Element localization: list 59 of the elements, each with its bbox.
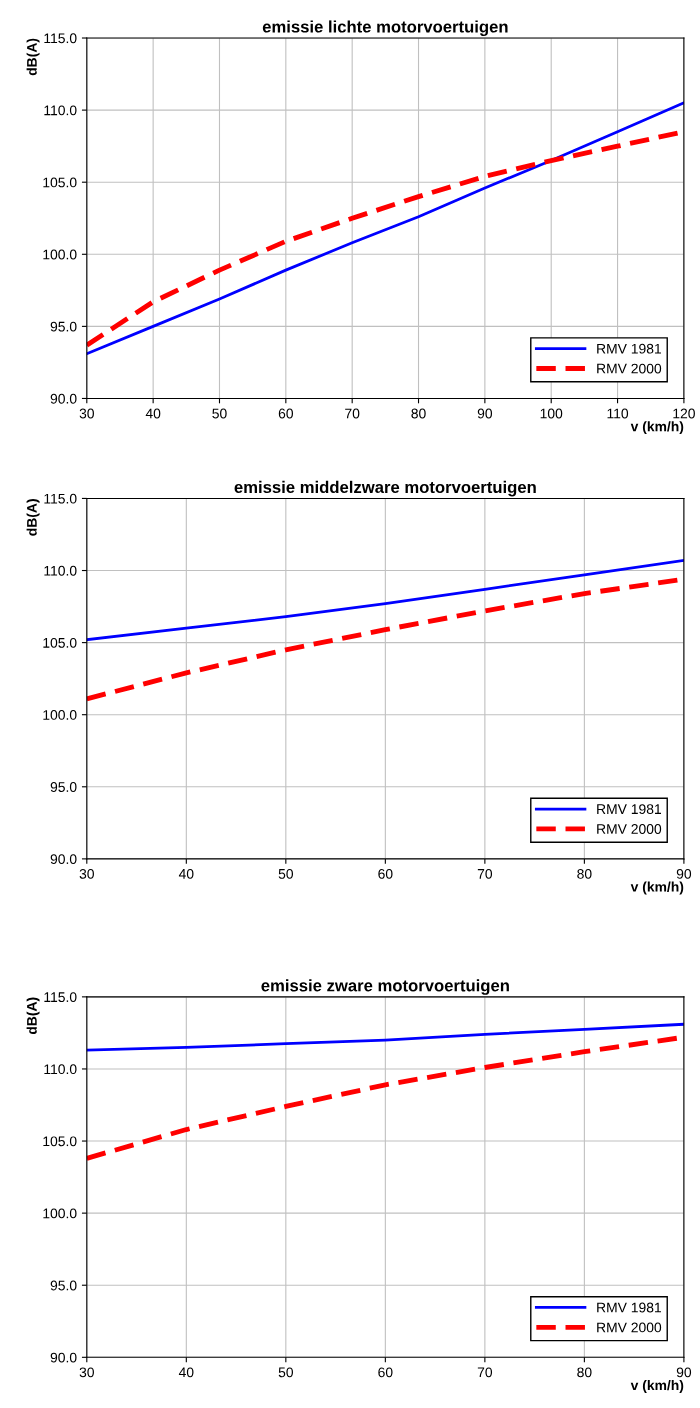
y-tick-label: 100.0 xyxy=(43,249,77,260)
x-tick-label: 40 xyxy=(178,1367,194,1378)
y-tick-label: 105.0 xyxy=(43,637,77,648)
y-tick-label: 90.0 xyxy=(50,854,77,865)
y-tick-label: 90.0 xyxy=(50,1352,77,1363)
y-axis-title: dB(A) xyxy=(26,499,40,536)
x-tick-label: 100 xyxy=(540,408,563,419)
y-tick-label: 100.0 xyxy=(43,1208,77,1219)
y-tick-label: 95.0 xyxy=(50,782,77,792)
y-tick-label: 100.0 xyxy=(43,710,77,720)
legend-label: RMV 1981 xyxy=(597,343,661,354)
legend-label: RMV 2000 xyxy=(597,363,662,374)
x-tick-label: 60 xyxy=(278,408,294,419)
line-series xyxy=(86,559,684,642)
y-tick-label: 115.0 xyxy=(44,992,77,1003)
y-tick-label: 105.0 xyxy=(43,177,77,188)
y-tick-label: 110.0 xyxy=(44,105,77,116)
x-tick-label: 70 xyxy=(345,408,360,419)
y-axis-title: dB(A) xyxy=(26,997,40,1035)
x-tick-label: 90 xyxy=(477,408,493,419)
legend-label: RMV 2000 xyxy=(597,824,662,834)
x-tick-label: 50 xyxy=(278,1367,294,1378)
x-tick-label: 80 xyxy=(411,408,426,419)
y-tick-label: 105.0 xyxy=(43,1136,77,1147)
x-tick-label: 40 xyxy=(145,408,161,419)
x-tick-label: 120 xyxy=(673,408,695,419)
y-tick-label: 115.0 xyxy=(44,493,77,504)
x-tick-label: 60 xyxy=(378,1367,393,1378)
x-tick-label: 30 xyxy=(79,868,94,879)
y-tick-label: 110.0 xyxy=(44,565,77,576)
line-series xyxy=(86,1022,684,1052)
legend-label: RMV 1981 xyxy=(597,804,661,815)
x-tick-label: 40 xyxy=(178,868,194,879)
y-tick-label: 90.0 xyxy=(50,393,77,404)
x-tick-label: 50 xyxy=(212,408,227,419)
x-tick-label: 90 xyxy=(676,1367,692,1378)
x-tick-label: 80 xyxy=(577,868,592,879)
y-tick-label: 95.0 xyxy=(50,321,77,332)
x-tick-label: 30 xyxy=(79,408,94,419)
x-axis-title: v (km/h) xyxy=(630,421,684,435)
x-tick-label: 50 xyxy=(278,868,294,879)
legend-label: RMV 2000 xyxy=(597,1322,662,1333)
x-tick-label: 90 xyxy=(676,868,692,879)
legend-label: RMV 1981 xyxy=(597,1302,661,1313)
x-axis-title: v (km/h) xyxy=(630,1379,684,1393)
x-tick-label: 70 xyxy=(477,1367,493,1378)
x-axis-title: v (km/h) xyxy=(630,881,684,895)
chart-title: emissie middelzware motorvoertuigen xyxy=(234,480,536,497)
y-tick-label: 115.0 xyxy=(44,33,77,44)
x-tick-label: 80 xyxy=(577,1367,592,1378)
y-tick-label: 110.0 xyxy=(44,1064,77,1075)
x-tick-label: 110 xyxy=(607,408,629,419)
x-tick-label: 70 xyxy=(477,868,493,879)
chart-title: emissie lichte motorvoertuigen xyxy=(262,20,508,36)
x-tick-label: 60 xyxy=(378,868,393,879)
chart-title: emissie zware motorvoertuigen xyxy=(261,979,509,995)
x-tick-label: 30 xyxy=(79,1367,94,1378)
y-tick-label: 95.0 xyxy=(50,1280,77,1291)
y-axis-title: dB(A) xyxy=(26,38,40,76)
